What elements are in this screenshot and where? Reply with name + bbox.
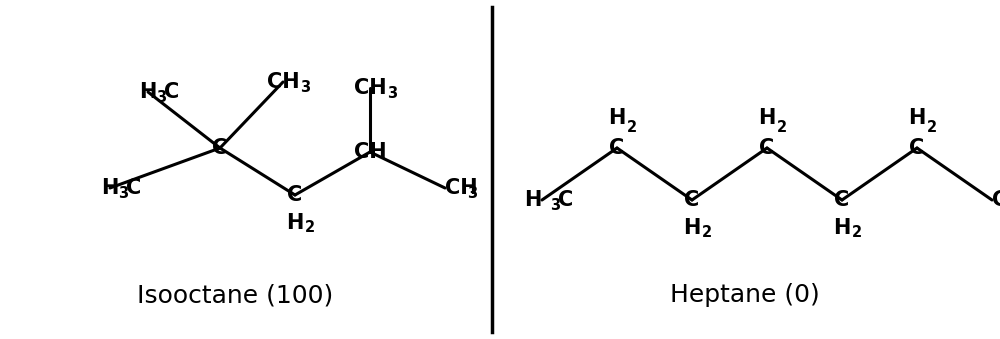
Text: H: H <box>139 82 157 102</box>
Text: H: H <box>525 190 542 210</box>
Text: C: C <box>164 82 179 102</box>
Text: C: C <box>609 138 625 158</box>
Text: Heptane (0): Heptane (0) <box>670 283 820 307</box>
Text: 2: 2 <box>702 225 712 240</box>
Text: 3: 3 <box>550 198 560 213</box>
Text: C: C <box>212 138 228 158</box>
Text: 2: 2 <box>777 120 787 135</box>
Text: C: C <box>684 190 700 210</box>
Text: H: H <box>608 108 626 128</box>
Text: CH: CH <box>992 190 1000 210</box>
Text: 3: 3 <box>467 185 477 200</box>
Text: H: H <box>908 108 926 128</box>
Text: C: C <box>558 190 573 210</box>
Text: H: H <box>101 178 119 198</box>
Text: 3: 3 <box>156 89 166 104</box>
Text: 2: 2 <box>927 120 937 135</box>
Text: H: H <box>758 108 776 128</box>
Text: 3: 3 <box>300 80 310 95</box>
Text: H: H <box>286 213 304 233</box>
Text: CH: CH <box>354 78 386 98</box>
Text: 2: 2 <box>305 220 315 235</box>
Text: 3: 3 <box>118 185 128 200</box>
Text: C: C <box>126 178 141 198</box>
Text: C: C <box>834 190 850 210</box>
Text: Isooctane (100): Isooctane (100) <box>137 283 333 307</box>
Text: H: H <box>683 218 701 238</box>
Text: 2: 2 <box>852 225 862 240</box>
Text: C: C <box>287 185 303 205</box>
Text: C: C <box>909 138 925 158</box>
Text: CH: CH <box>445 178 478 198</box>
Text: H: H <box>833 218 851 238</box>
Text: 3: 3 <box>387 85 397 100</box>
Text: CH: CH <box>267 72 299 92</box>
Text: C: C <box>759 138 775 158</box>
Text: CH: CH <box>354 142 386 162</box>
Text: 2: 2 <box>627 120 637 135</box>
